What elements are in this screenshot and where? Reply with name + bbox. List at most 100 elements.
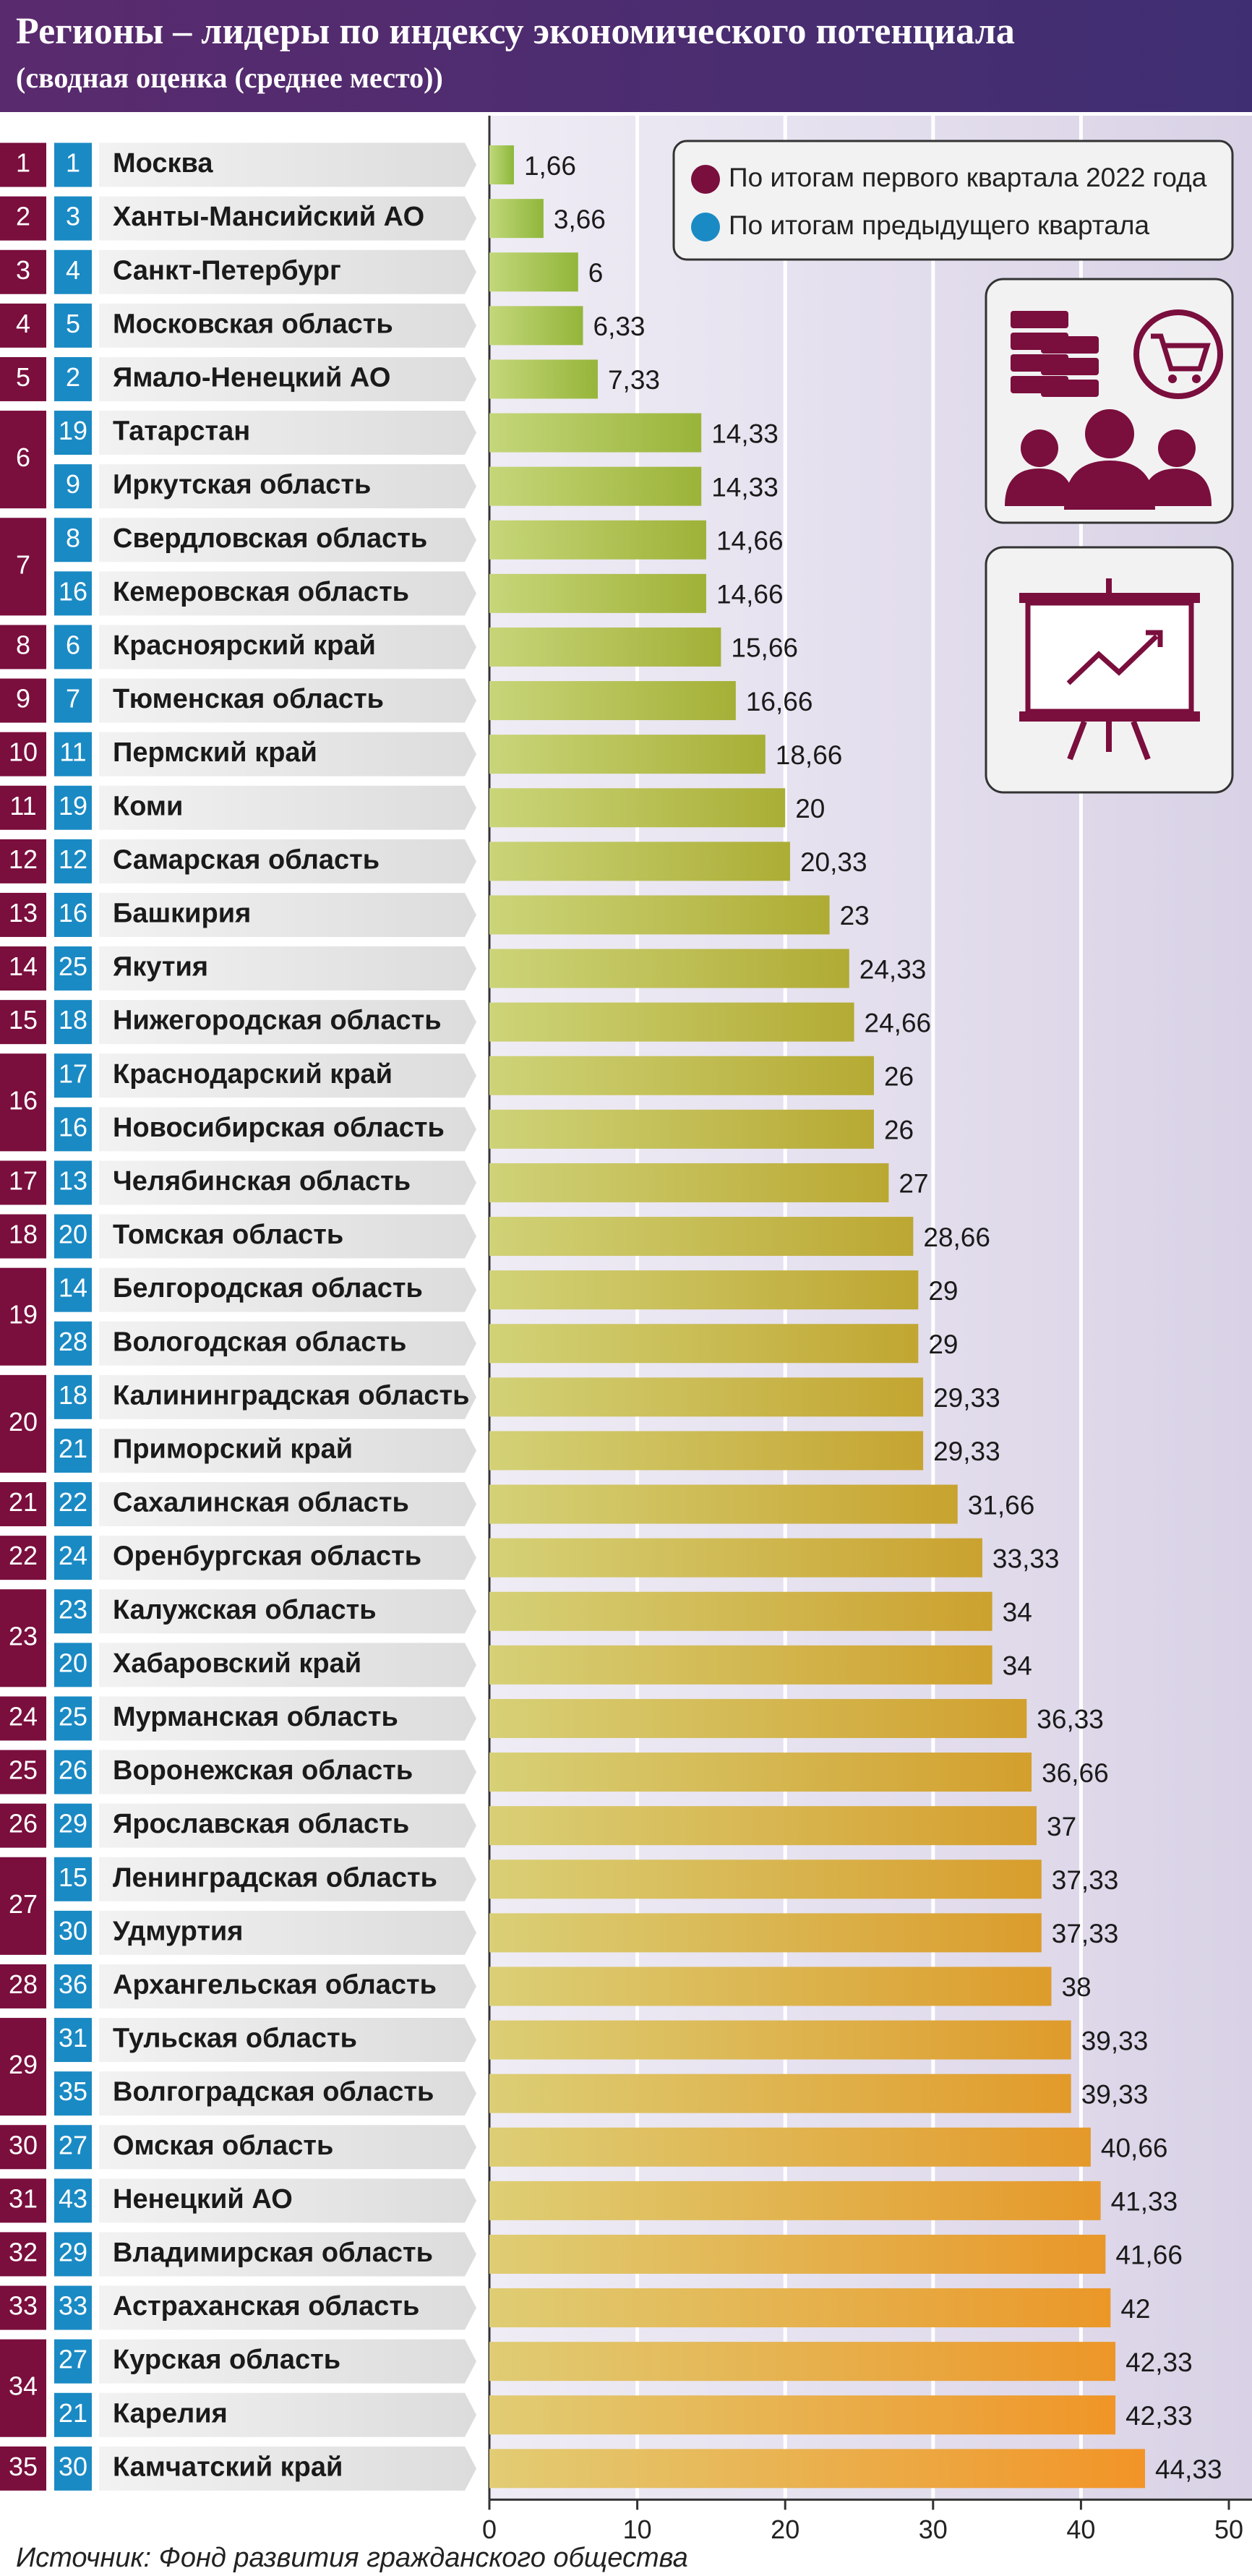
value-label: 37,33	[1052, 1865, 1119, 1895]
category-label: Сахалинская область	[113, 1488, 409, 1518]
name-cell	[99, 839, 476, 883]
name-cell	[99, 2232, 476, 2277]
previous-rank: 24	[59, 1541, 87, 1570]
bar	[489, 1431, 924, 1471]
previous-rank: 27	[59, 2130, 87, 2160]
name-cell	[99, 1214, 476, 1259]
value-label: 16,66	[746, 687, 813, 716]
bar	[489, 1538, 982, 1578]
previous-rank-cell	[54, 1696, 92, 1741]
current-rank: 10	[9, 737, 38, 767]
value-label: 7,33	[608, 365, 660, 395]
previous-rank-cell	[54, 249, 92, 294]
value-label: 14,33	[711, 419, 779, 448]
previous-rank-cell	[54, 678, 92, 723]
category-label: Татарстан	[113, 416, 250, 447]
current-rank-cell	[0, 785, 46, 830]
category-label: Томская область	[113, 1220, 343, 1250]
previous-rank: 11	[59, 737, 86, 767]
bar	[489, 1913, 1042, 1953]
bar	[489, 359, 598, 399]
current-rank: 4	[16, 309, 30, 338]
current-rank: 12	[9, 844, 38, 874]
current-rank-cell	[0, 678, 46, 723]
bar	[489, 1806, 1037, 1846]
value-label: 29,33	[933, 1383, 1000, 1413]
current-rank: 35	[9, 2452, 38, 2481]
name-cell	[99, 2125, 476, 2170]
name-cell	[99, 303, 476, 348]
value-label: 24,33	[859, 954, 927, 984]
previous-rank: 18	[59, 1380, 87, 1410]
previous-rank-cell	[54, 356, 92, 401]
value-label: 39,33	[1081, 2079, 1149, 2109]
category-label: Пермский край	[113, 737, 317, 768]
x-tick-label: 10	[623, 2515, 652, 2544]
previous-rank: 15	[59, 1862, 87, 1892]
name-cell	[99, 142, 476, 187]
previous-rank: 7	[66, 684, 80, 714]
bar	[489, 2449, 1145, 2489]
name-cell	[99, 1374, 476, 1419]
value-label: 37	[1047, 1812, 1076, 1841]
bar	[489, 1860, 1042, 1899]
category-label: Москва	[113, 148, 213, 179]
category-label: Кемеровская область	[113, 577, 409, 607]
name-cell	[99, 785, 476, 830]
category-label: Свердловская область	[113, 523, 427, 554]
value-label: 41,66	[1115, 2241, 1183, 2270]
name-cell	[99, 625, 476, 669]
category-label: Астраханская область	[113, 2291, 419, 2322]
bar	[489, 949, 849, 988]
previous-rank: 28	[59, 1327, 87, 1356]
x-tick-label: 20	[771, 2515, 799, 2544]
name-cell	[99, 1536, 476, 1580]
value-label: 29	[928, 1330, 958, 1359]
current-rank: 11	[9, 791, 36, 821]
current-rank-cell	[0, 2285, 46, 2330]
category-label: Мурманская область	[113, 1702, 398, 1732]
legend-label: По итогам предыдущего квартала	[729, 210, 1149, 240]
previous-rank: 18	[59, 1005, 87, 1035]
current-rank: 27	[9, 1889, 38, 1919]
previous-rank: 30	[59, 1916, 87, 1946]
current-rank-cell	[0, 1214, 46, 1259]
previous-rank: 4	[66, 255, 80, 285]
name-cell	[99, 1053, 476, 1098]
bar	[489, 1270, 919, 1310]
previous-rank: 27	[59, 2345, 87, 2374]
bar	[489, 1377, 924, 1417]
category-label: Волгоградская область	[113, 2077, 434, 2108]
previous-rank: 2	[66, 362, 80, 392]
legend-marker	[691, 213, 720, 241]
previous-rank-cell	[54, 1643, 92, 1687]
current-rank-cell	[0, 2018, 46, 2116]
category-label: Вологодская область	[113, 1327, 406, 1357]
previous-rank: 16	[59, 1112, 87, 1142]
previous-rank-cell	[54, 2392, 92, 2437]
previous-rank: 6	[66, 630, 80, 659]
value-label: 27	[899, 1169, 928, 1199]
value-label: 39,33	[1081, 2026, 1149, 2055]
x-tick-label: 30	[919, 2515, 948, 2544]
category-label: Коми	[113, 791, 183, 821]
current-rank: 33	[9, 2291, 38, 2321]
name-cell	[99, 196, 476, 241]
previous-rank: 29	[59, 1809, 87, 1839]
bar	[489, 2181, 1101, 2220]
bar	[489, 199, 544, 239]
previous-rank-cell	[54, 571, 92, 616]
value-label: 34	[1003, 1651, 1032, 1681]
current-rank: 16	[9, 1085, 38, 1115]
category-label: Ханты-Мансийский АО	[113, 202, 424, 232]
category-label: Архангельская область	[113, 1969, 437, 2000]
value-label: 31,66	[968, 1490, 1035, 1520]
current-rank-cell	[0, 356, 46, 401]
value-label: 14,66	[716, 580, 784, 609]
current-rank-cell	[0, 946, 46, 991]
value-label: 18,66	[776, 740, 843, 770]
previous-rank: 3	[66, 202, 80, 231]
bar	[489, 895, 830, 935]
bar	[489, 1753, 1032, 1792]
category-label: Краснодарский край	[113, 1059, 393, 1090]
